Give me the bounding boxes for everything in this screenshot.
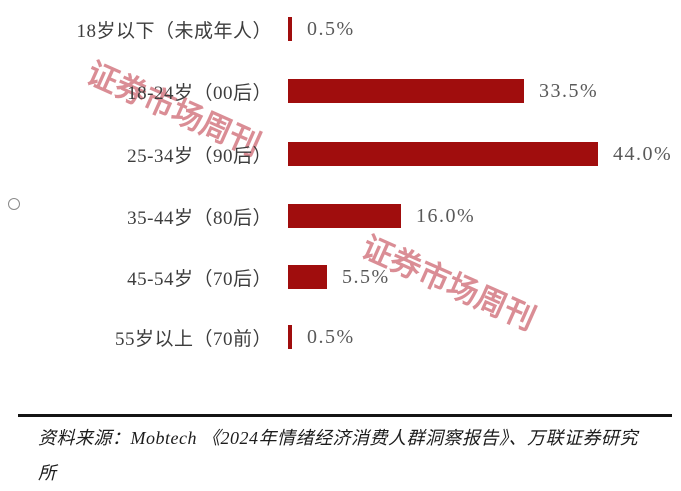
value-label: 16.0% — [416, 204, 476, 227]
bar-row: 35-44岁（80后） 16.0% — [0, 204, 681, 229]
bar — [288, 204, 401, 228]
category-label: 55岁以上（70前） — [114, 328, 272, 350]
category-label: 18-24岁（00后） — [127, 82, 272, 104]
bar-row: 25-34岁（90后） 44.0% — [0, 142, 681, 167]
bar — [288, 79, 524, 103]
bar-row: 45-54岁（70后） 5.5% — [0, 265, 681, 290]
bar — [288, 325, 292, 349]
value-label: 0.5% — [307, 17, 355, 40]
category-label: 45-54岁（70后） — [127, 268, 272, 290]
divider — [18, 414, 672, 417]
bar — [288, 17, 292, 41]
value-label: 0.5% — [307, 325, 355, 348]
bar-row: 18岁以下（未成年人） 0.5% — [0, 17, 681, 42]
value-label: 44.0% — [613, 142, 673, 165]
circle-marker-icon — [8, 198, 20, 210]
bar-row: 55岁以上（70前） 0.5% — [0, 325, 681, 350]
category-label: 35-44岁（80后） — [127, 207, 272, 229]
category-label: 25-34岁（90后） — [127, 145, 272, 167]
category-label: 18岁以下（未成年人） — [76, 20, 272, 42]
value-label: 5.5% — [342, 265, 390, 288]
source-note: 资料来源：Mobtech 《2024年情绪经济消费人群洞察报告》、万联证券研究所 — [38, 428, 638, 484]
bar — [288, 265, 327, 289]
bar-row: 18-24岁（00后） 33.5% — [0, 79, 681, 104]
bar — [288, 142, 598, 166]
value-label: 33.5% — [539, 79, 599, 102]
bar-chart: 证券市场周刊 证券市场周刊 18岁以下（未成年人） 0.5% 18-24岁（00… — [0, 17, 681, 350]
